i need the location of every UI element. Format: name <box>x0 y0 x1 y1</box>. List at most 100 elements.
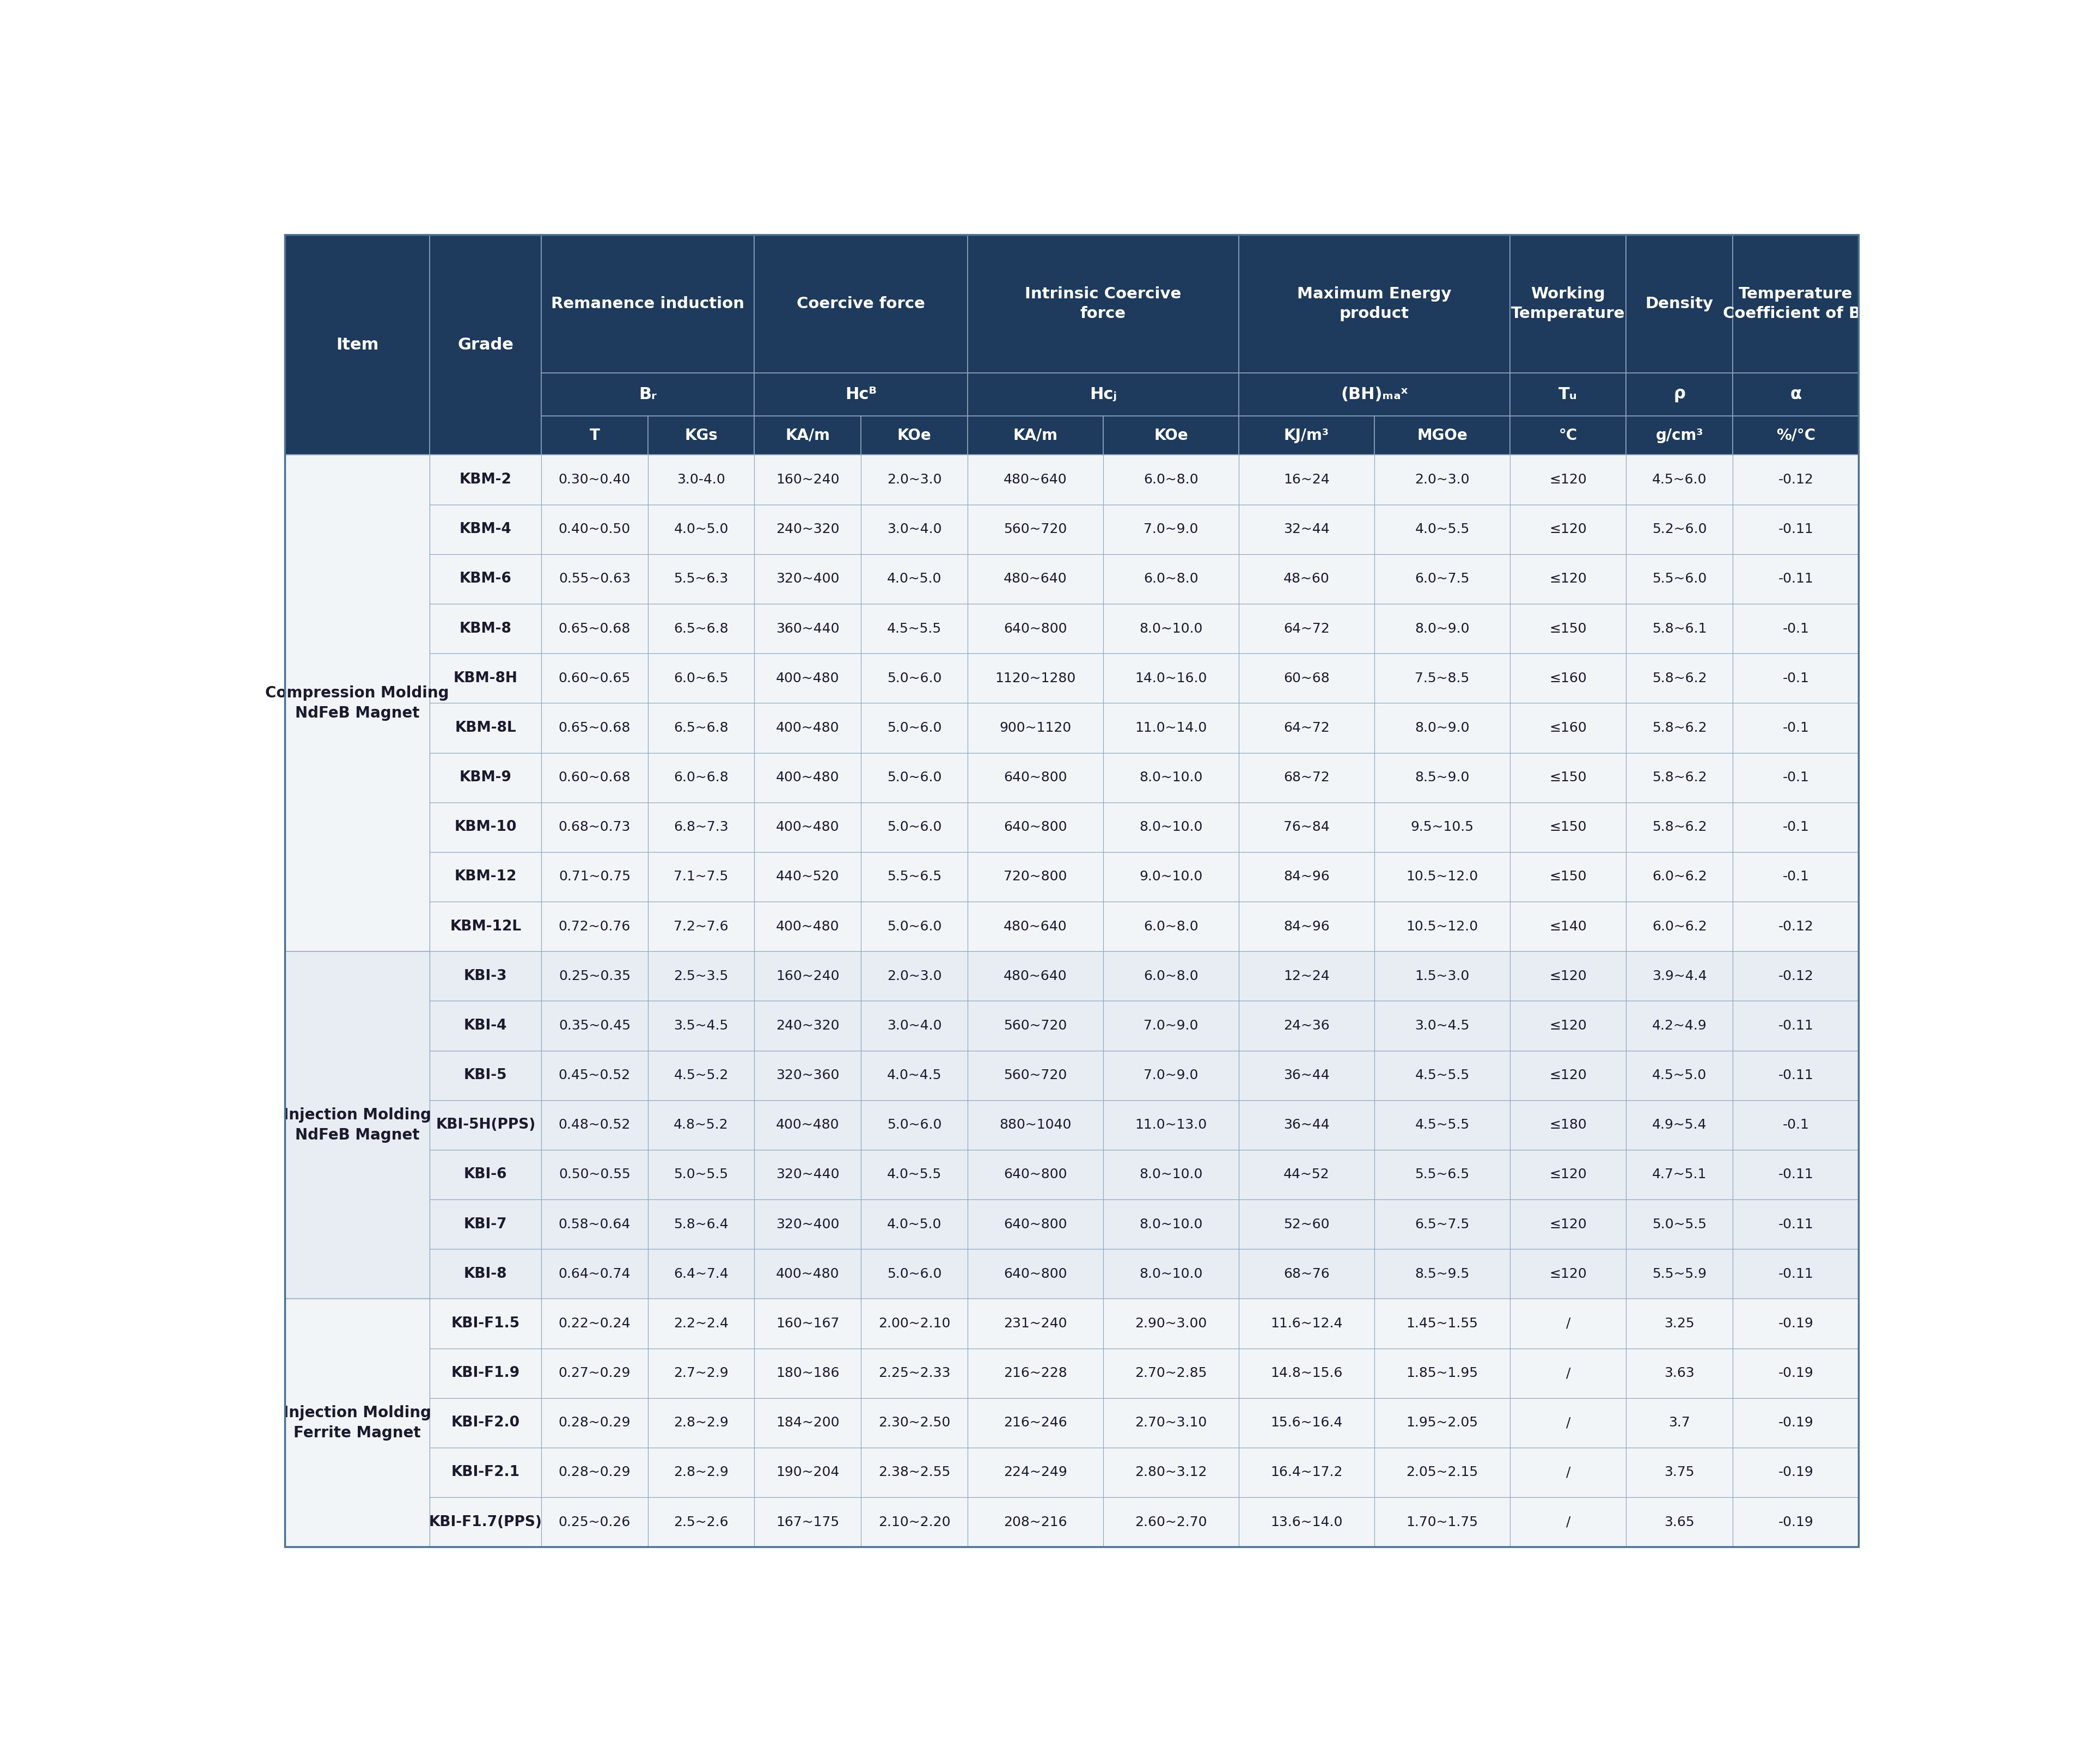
Bar <box>1374 1399 1510 1448</box>
Bar <box>542 554 648 603</box>
Text: 13.6~14.0: 13.6~14.0 <box>1271 1515 1342 1529</box>
Text: 5.8~6.2: 5.8~6.2 <box>1652 820 1706 834</box>
Bar <box>1374 1298 1510 1348</box>
Bar <box>1510 455 1627 505</box>
Text: 400~480: 400~480 <box>776 1267 838 1281</box>
Text: 0.27~0.29: 0.27~0.29 <box>558 1367 631 1379</box>
Bar <box>1238 372 1510 416</box>
Bar <box>861 1000 968 1051</box>
Bar <box>648 505 755 554</box>
Text: 24~36: 24~36 <box>1284 1020 1330 1032</box>
Bar <box>1733 753 1859 803</box>
Bar <box>1510 1000 1627 1051</box>
Bar <box>542 753 648 803</box>
Text: KBI-4: KBI-4 <box>464 1018 508 1032</box>
Bar <box>1510 1348 1627 1399</box>
Text: 3.9~4.4: 3.9~4.4 <box>1652 970 1706 983</box>
Bar <box>648 1200 755 1249</box>
Text: 0.60~0.68: 0.60~0.68 <box>558 771 631 783</box>
Bar <box>1374 852 1510 901</box>
Bar <box>1104 951 1238 1000</box>
Text: KBM-12L: KBM-12L <box>450 919 521 933</box>
Text: 360~440: 360~440 <box>776 623 838 635</box>
Bar <box>1733 901 1859 951</box>
Bar <box>968 416 1104 455</box>
Bar <box>1238 235 1510 372</box>
Text: 64~72: 64~72 <box>1284 721 1330 734</box>
Text: Hᴄᴮ: Hᴄᴮ <box>845 386 876 402</box>
Text: Coercive force: Coercive force <box>797 296 924 312</box>
Text: 5.8~6.1: 5.8~6.1 <box>1652 623 1706 635</box>
Bar <box>431 753 542 803</box>
Text: Injection Molding
Ferrite Magnet: Injection Molding Ferrite Magnet <box>282 1406 431 1441</box>
Text: 4.5~5.2: 4.5~5.2 <box>673 1069 728 1081</box>
Text: 52~60: 52~60 <box>1284 1217 1330 1231</box>
Text: Compression Molding
NdFeB Magnet: Compression Molding NdFeB Magnet <box>266 686 450 721</box>
Bar <box>1238 1249 1374 1298</box>
Text: 0.58~0.64: 0.58~0.64 <box>558 1217 631 1231</box>
Text: 6.8~7.3: 6.8~7.3 <box>673 820 728 834</box>
Bar <box>431 1399 542 1448</box>
Text: KA/m: KA/m <box>786 429 830 443</box>
Text: 5.8~6.2: 5.8~6.2 <box>1652 721 1706 734</box>
Bar <box>861 1448 968 1498</box>
Bar <box>755 554 861 603</box>
Bar <box>968 455 1104 505</box>
Bar <box>542 603 648 653</box>
Bar <box>542 505 648 554</box>
Text: -0.1: -0.1 <box>1782 623 1809 635</box>
Text: 480~640: 480~640 <box>1004 573 1066 586</box>
Bar <box>1733 1000 1859 1051</box>
Bar <box>1627 653 1733 704</box>
Bar <box>1374 1498 1510 1547</box>
Text: 400~480: 400~480 <box>776 672 838 684</box>
Bar <box>1627 852 1733 901</box>
Text: ρ: ρ <box>1673 386 1685 402</box>
Bar <box>1510 603 1627 653</box>
Text: Temperature
Coefficient of Br: Temperature Coefficient of Br <box>1723 286 1869 321</box>
Text: ≤150: ≤150 <box>1549 870 1587 884</box>
Bar <box>755 1051 861 1101</box>
Text: 6.0~8.0: 6.0~8.0 <box>1144 970 1198 983</box>
Text: -0.1: -0.1 <box>1782 820 1809 834</box>
Bar <box>431 603 542 653</box>
Text: -0.12: -0.12 <box>1777 919 1813 933</box>
Text: 640~800: 640~800 <box>1004 820 1066 834</box>
Text: 2.10~2.20: 2.10~2.20 <box>878 1515 949 1529</box>
Text: 2.38~2.55: 2.38~2.55 <box>878 1466 949 1478</box>
Text: 1.70~1.75: 1.70~1.75 <box>1407 1515 1478 1529</box>
Text: 3.75: 3.75 <box>1664 1466 1694 1478</box>
Text: 6.0~8.0: 6.0~8.0 <box>1144 919 1198 933</box>
Bar <box>861 753 968 803</box>
Bar <box>861 951 968 1000</box>
Text: 560~720: 560~720 <box>1004 1020 1066 1032</box>
Bar <box>861 1348 968 1399</box>
Text: 480~640: 480~640 <box>1004 473 1066 487</box>
Text: ≤160: ≤160 <box>1549 672 1587 684</box>
Text: 2.5~3.5: 2.5~3.5 <box>673 970 728 983</box>
Text: /: / <box>1566 1466 1570 1478</box>
Bar <box>1238 603 1374 653</box>
Bar <box>1238 416 1374 455</box>
Bar <box>1238 1399 1374 1448</box>
Bar <box>1733 1498 1859 1547</box>
Text: 160~240: 160~240 <box>776 970 838 983</box>
Text: 4.7~5.1: 4.7~5.1 <box>1652 1168 1706 1182</box>
Bar <box>861 852 968 901</box>
Text: Injection Molding
NdFeB Magnet: Injection Molding NdFeB Magnet <box>282 1108 431 1143</box>
Bar <box>648 1399 755 1448</box>
Text: 6.5~6.8: 6.5~6.8 <box>673 623 728 635</box>
Text: 5.5~6.3: 5.5~6.3 <box>673 573 728 586</box>
Text: 8.0~9.0: 8.0~9.0 <box>1416 623 1470 635</box>
Bar <box>1104 753 1238 803</box>
Bar <box>755 1249 861 1298</box>
Text: 0.60~0.65: 0.60~0.65 <box>558 672 631 684</box>
Bar <box>648 1249 755 1298</box>
Bar <box>431 852 542 901</box>
Text: 3.63: 3.63 <box>1664 1367 1694 1379</box>
Bar <box>755 803 861 852</box>
Text: 36~44: 36~44 <box>1284 1069 1330 1081</box>
Text: -0.1: -0.1 <box>1782 870 1809 884</box>
Text: Remanence induction: Remanence induction <box>552 296 744 312</box>
Text: 180~186: 180~186 <box>776 1367 838 1379</box>
